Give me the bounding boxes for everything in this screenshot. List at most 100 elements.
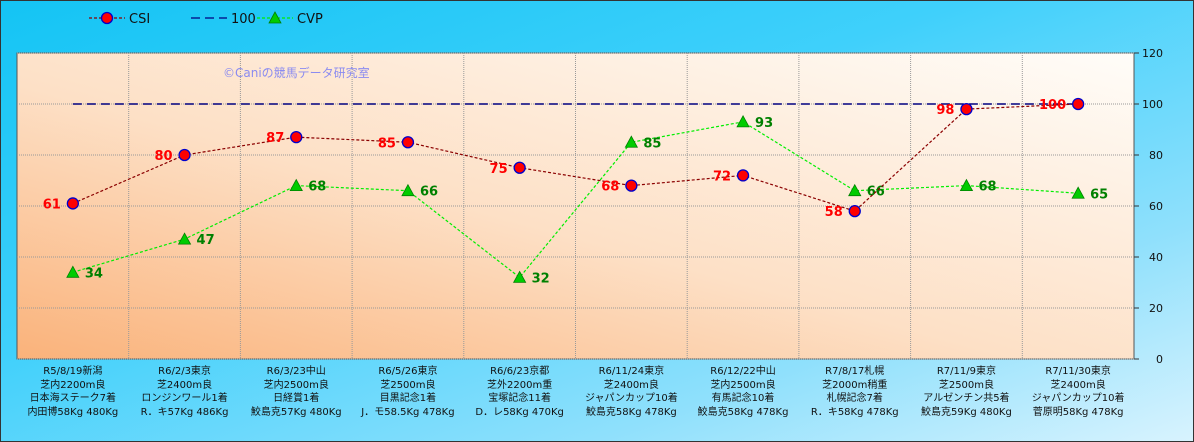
- x-tick-label: R6/11/24東京 芝2400m良ジャパンカップ10着 鮫島克58Kg 478Kg: [575, 365, 687, 419]
- data-label: 65: [1090, 187, 1108, 202]
- x-tick-label-line: R6/11/24東京: [598, 366, 665, 377]
- data-point: [512, 270, 527, 283]
- y-tick-label: 120: [1142, 47, 1163, 60]
- y-tick-label: 60: [1149, 200, 1163, 213]
- data-label: 72: [713, 169, 731, 184]
- x-tick-label-line: 鮫島克58Kg 478Kg: [585, 406, 677, 418]
- watermark: ©Caniの競馬データ研究室: [223, 65, 370, 80]
- legend-label: CVP: [297, 12, 323, 27]
- legend-marker: [268, 11, 282, 24]
- x-tick-label: R7/8/17札幌 芝2000m稍重 札幌記念7着 R．キ58Kg 478Kg: [799, 365, 911, 419]
- x-tick-label: R7/11/30東京 芝2400m良 ジャパンカップ10着 菅原明58Kg 478Kg: [1022, 365, 1134, 419]
- legend-item-cvp: CVP: [257, 11, 323, 27]
- data-point: [177, 232, 192, 245]
- legend-label: 100: [231, 12, 256, 27]
- x-tick-label-line: J．モ58.5Kg 478Kg: [361, 406, 455, 418]
- data-label: 32: [532, 271, 550, 286]
- x-tick-label-line: R7/11/9東京: [936, 366, 996, 377]
- x-tick-label: R6/12/22中山 芝内2500m良 有馬記念10着鮫島克58Kg 478Kg: [687, 365, 799, 419]
- data-label: 80: [154, 149, 172, 164]
- y-tick-label: 20: [1149, 302, 1163, 315]
- x-tick-label-line: 芝2000m稍重: [822, 379, 888, 391]
- y-tick-label: 100: [1142, 98, 1163, 111]
- data-label: 66: [420, 185, 438, 200]
- data-label: 87: [266, 131, 284, 146]
- x-tick-label: R6/2/3東京 芝2400m良 ロンジンワール1着 R．キ57Kg 486Kg: [129, 365, 241, 419]
- data-point: [66, 197, 79, 210]
- data-label: 93: [755, 116, 773, 131]
- data-point: [625, 179, 638, 192]
- x-tick-label-line: R6/6/23京都: [490, 366, 550, 377]
- x-tick-label-line: R6/2/3東京: [158, 366, 211, 377]
- data-point: [848, 204, 861, 218]
- data-label: 68: [601, 180, 619, 195]
- data-label: 61: [43, 197, 61, 212]
- data-point: [401, 183, 415, 197]
- x-tick-label-line: 内田博58Kg 480Kg: [27, 406, 119, 418]
- legend: CSI 100 CVP: [89, 11, 323, 27]
- x-tick-label-line: ジャパンカップ10着: [1031, 393, 1125, 404]
- data-label: 47: [197, 233, 215, 248]
- data-label: 98: [936, 103, 954, 118]
- x-tick-label-line: 札幌記念7着: [826, 393, 883, 404]
- data-point: [66, 265, 80, 278]
- data-label: 68: [978, 180, 996, 195]
- legend-item-csi: CSI: [89, 11, 150, 27]
- x-tick-label-line: 菅原明58Kg 478Kg: [1032, 406, 1124, 418]
- x-tick-label-line: R6/3/23中山: [266, 366, 326, 377]
- data-label: 85: [378, 136, 396, 151]
- legend-item-100: 100: [191, 12, 256, 27]
- x-tick-label: R6/6/23京都 芝外2200m重 宝塚記念11着 D．レ58Kg 470Kg: [464, 365, 576, 419]
- data-point: [848, 183, 862, 197]
- x-tick-label-line: 芝内2500m良: [710, 379, 776, 391]
- y-tick-label: 40: [1149, 251, 1163, 264]
- x-tick-label-line: R7/8/17札幌: [825, 366, 885, 377]
- x-tick-label-line: 芝2500m良: [380, 379, 436, 391]
- x-tick-label-line: 目黒記念1着: [379, 393, 437, 404]
- x-tick-label-line: 有馬記念10着: [711, 393, 775, 404]
- x-tick-label-line: 鮫島克58Kg 478Kg: [697, 406, 789, 418]
- x-tick-label-line: 芝外2200m重: [487, 379, 553, 391]
- data-label: 58: [825, 205, 843, 220]
- x-tick-label-line: 宝塚記念11着: [488, 393, 551, 404]
- x-tick-label: R7/11/9東京 芝2500m良アルゼンチン共5着 鮫島克59Kg 480Kg: [910, 365, 1022, 419]
- legend-marker: [100, 11, 114, 25]
- x-tick-label-line: D．レ58Kg 470Kg: [475, 406, 564, 418]
- y-tick-label: 80: [1149, 149, 1163, 162]
- data-point: [1072, 97, 1085, 111]
- series-line: [72, 103, 1079, 212]
- x-tick-label-line: 日本海ステーク7着: [29, 393, 117, 404]
- x-tick-label-line: 芝内2200m良: [40, 379, 106, 391]
- x-tick-label: R6/3/23中山 芝内2500m良 日経賞1着 鮫島克57Kg 480Kg: [240, 365, 352, 419]
- x-tick-label-line: 芝2400m良: [1050, 379, 1106, 391]
- data-point: [178, 148, 191, 162]
- data-label: 34: [85, 266, 103, 281]
- data-label: 75: [490, 162, 508, 177]
- data-point: [736, 169, 750, 182]
- data-point: [401, 136, 415, 149]
- data-label: 68: [308, 180, 326, 195]
- x-tick-label-line: R5/8/19新潟: [43, 366, 103, 377]
- x-tick-label-line: R6/12/22中山: [710, 366, 776, 377]
- legend-label: CSI: [129, 12, 150, 27]
- x-tick-label-line: 芝2500m良: [938, 379, 995, 391]
- x-tick-label-line: R6/5/26東京: [378, 366, 438, 377]
- x-tick-label-line: 鮫島克59Kg 480Kg: [921, 406, 1012, 418]
- x-tick-label-line: 芝2400m良: [156, 379, 213, 391]
- data-point: [1071, 186, 1085, 199]
- y-tick-label: 0: [1156, 353, 1163, 366]
- x-tick-label-line: R．キ58Kg 478Kg: [810, 406, 899, 418]
- data-point: [289, 178, 303, 192]
- data-point: [624, 135, 639, 148]
- series-csi: 61 80 87 85 75 68 72 58 98 100: [43, 97, 1085, 220]
- x-tick-label-line: R．キ57Kg 486Kg: [140, 406, 229, 418]
- x-tick-label: R6/5/26東京 芝2500m良 目黒記念1着 J．モ58.5Kg 478Kg: [352, 365, 464, 419]
- data-label: 100: [1039, 98, 1066, 113]
- x-tick-label-line: 芝内2500m良: [263, 379, 329, 391]
- x-tick-label-line: ジャパンカップ10着: [584, 393, 678, 404]
- x-tick-label: R5/8/19新潟 芝内2200m良 日本海ステーク7着 内田博58Kg 480Kg: [17, 365, 129, 419]
- x-tick-label-line: アルゼンチン共5着: [923, 393, 1010, 404]
- x-tick-label-line: 芝2400m良: [603, 379, 659, 391]
- data-label: 85: [643, 136, 661, 151]
